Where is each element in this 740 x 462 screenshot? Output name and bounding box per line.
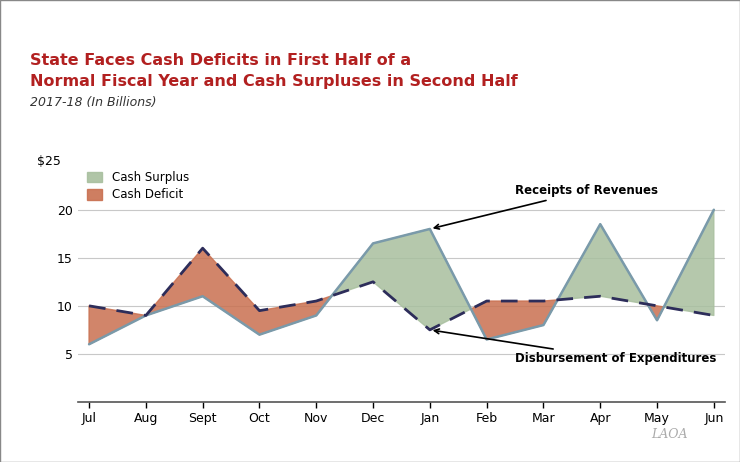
- Text: State Faces Cash Deficits in First Half of a: State Faces Cash Deficits in First Half …: [30, 53, 411, 68]
- Text: Receipts of Revenues: Receipts of Revenues: [434, 184, 658, 229]
- Text: $25: $25: [37, 155, 61, 168]
- Text: Normal Fiscal Year and Cash Surpluses in Second Half: Normal Fiscal Year and Cash Surpluses in…: [30, 74, 517, 89]
- Text: Disbursement of Expenditures: Disbursement of Expenditures: [434, 329, 716, 365]
- Legend: Cash Surplus, Cash Deficit: Cash Surplus, Cash Deficit: [84, 168, 192, 205]
- Text: Figure 1: Figure 1: [10, 10, 73, 23]
- Text: 2017-18 (In Billions): 2017-18 (In Billions): [30, 96, 156, 109]
- Text: LAOA: LAOA: [651, 428, 687, 441]
